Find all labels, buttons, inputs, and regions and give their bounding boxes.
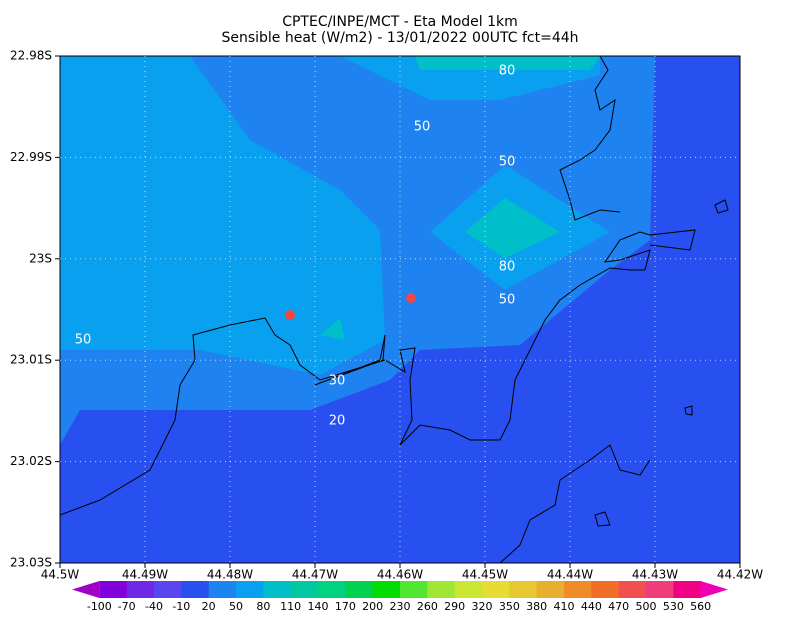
- colorbar-label: 20: [202, 600, 216, 613]
- colorbar-box: [400, 581, 428, 598]
- colorbar-label: 170: [335, 600, 356, 613]
- colorbar-box: [673, 581, 702, 598]
- colorbar-label: 80: [256, 600, 270, 613]
- colorbar-box: [646, 581, 674, 598]
- colorbar-label: 470: [608, 600, 629, 613]
- colorbar-box: [345, 581, 374, 598]
- colorbar-box: [618, 581, 647, 598]
- colorbar-label: 500: [636, 600, 657, 613]
- colorbar-box: [154, 581, 182, 598]
- colorbar-label: -70: [118, 600, 136, 613]
- lon-label: 44.46W: [377, 568, 423, 582]
- colorbar-box: [290, 581, 319, 598]
- lon-label: 44.42W: [717, 568, 763, 582]
- colorbar-box: [509, 581, 538, 598]
- lon-label: 44.44W: [547, 568, 593, 582]
- title: CPTEC/INPE/MCT - Eta Model 1km: [282, 14, 518, 30]
- colorbar-label: 410: [554, 600, 575, 613]
- colorbar-label: 440: [581, 600, 602, 613]
- colorbar-box: [482, 581, 510, 598]
- colorbar-box: [564, 581, 592, 598]
- field: [60, 56, 740, 563]
- colorbar-label: 110: [280, 600, 301, 613]
- colorbar-box: [372, 581, 401, 598]
- lat-label: 23.03S: [10, 556, 52, 570]
- lat-label: 23S: [29, 251, 52, 265]
- colorbar-label: 200: [362, 600, 383, 613]
- lon-label: 44.48W: [207, 568, 253, 582]
- colorbar-label: 140: [308, 600, 329, 613]
- contour-label: 80: [499, 64, 516, 79]
- colorbar-box: [454, 581, 483, 598]
- colorbar-box: [427, 581, 456, 598]
- colorbar-box: [181, 581, 210, 598]
- colorbar-box: [208, 581, 237, 598]
- subtitle: Sensible heat (W/m2) - 13/01/2022 00UTC …: [221, 30, 578, 46]
- lon-label: 44.49W: [122, 568, 168, 582]
- contour-label: 50: [414, 120, 431, 135]
- contour-label: 50: [499, 155, 516, 170]
- colorbar-label: 530: [663, 600, 684, 613]
- lat-label: 22.99S: [10, 150, 52, 164]
- colorbar-label: -100: [87, 600, 112, 613]
- lat-label: 23.02S: [10, 454, 52, 468]
- contour-label: 30: [329, 374, 346, 389]
- contour-label: 80: [499, 260, 516, 275]
- lon-label: 44.5W: [41, 568, 80, 582]
- contour-label: 50: [499, 293, 516, 308]
- colorbar-box: [263, 581, 292, 598]
- colorbar-label: 350: [499, 600, 520, 613]
- colorbar-arrow: [700, 581, 728, 598]
- colorbar-label: -10: [172, 600, 190, 613]
- lat-label: 23.01S: [10, 353, 52, 367]
- colorbar-label: 380: [526, 600, 547, 613]
- colorbar-label: 320: [472, 600, 493, 613]
- colorbar-box: [99, 581, 128, 598]
- contour-label: 50: [75, 333, 92, 348]
- contour-label: 20: [329, 414, 346, 429]
- colorbar-box: [126, 581, 155, 598]
- lon-label: 44.43W: [632, 568, 678, 582]
- lon-label: 44.47W: [292, 568, 338, 582]
- colorbar-label: 50: [229, 600, 243, 613]
- colorbar-box: [536, 581, 565, 598]
- lat-label: 22.98S: [10, 49, 52, 63]
- colorbar-box: [318, 581, 346, 598]
- colorbar-arrow: [72, 581, 100, 598]
- colorbar-box: [591, 581, 620, 598]
- colorbar-box: [236, 581, 264, 598]
- colorbar-label: 290: [444, 600, 465, 613]
- colorbar-label: -40: [145, 600, 163, 613]
- lon-label: 44.45W: [462, 568, 508, 582]
- colorbar-label: 260: [417, 600, 438, 613]
- colorbar-label: 560: [690, 600, 711, 613]
- colorbar-label: 230: [390, 600, 411, 613]
